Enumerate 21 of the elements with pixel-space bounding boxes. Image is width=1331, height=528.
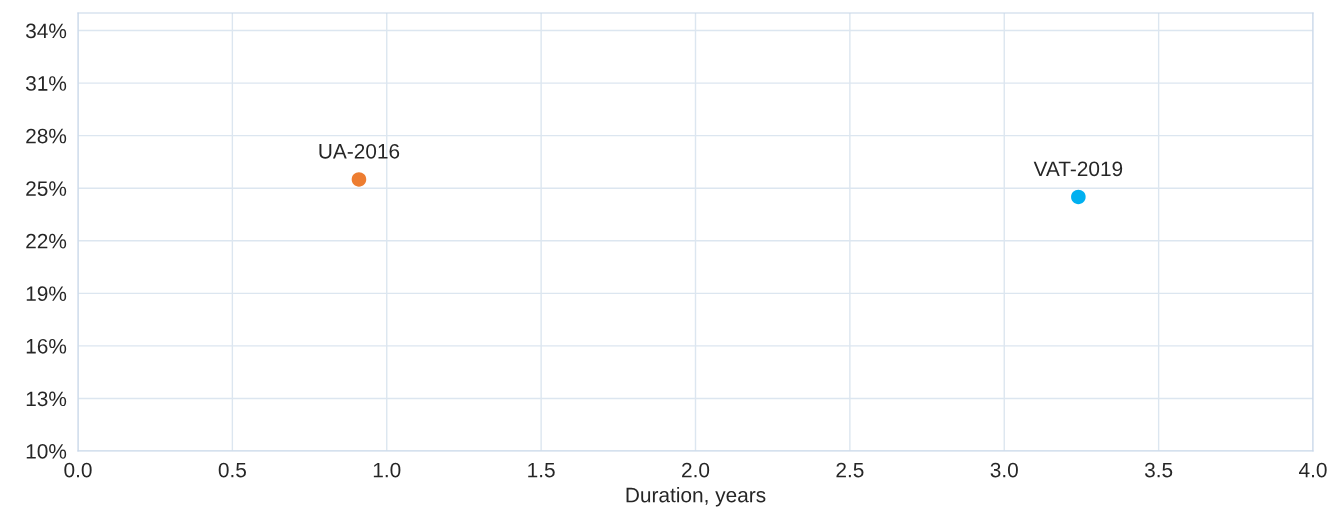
y-tick-label: 28% xyxy=(26,128,67,144)
y-tick-label: 10% xyxy=(26,444,67,459)
y-tick-label: 31% xyxy=(25,76,67,91)
x-tick-label: 3.0 xyxy=(990,462,1018,478)
x-tick-label: 3.5 xyxy=(1144,462,1173,478)
y-tick-label: 22% xyxy=(26,233,67,249)
x-tick-label: 0.0 xyxy=(64,462,92,478)
series-label: VAT-2019 xyxy=(1033,161,1123,177)
x-tick-label: 2.0 xyxy=(682,462,710,478)
x-tick-label: 4.0 xyxy=(1299,462,1327,478)
y-tick-label: 13% xyxy=(26,391,67,407)
y-tick-label: 19% xyxy=(26,286,67,302)
y-tick-label: 16% xyxy=(26,338,67,354)
x-tick-label: 2.5 xyxy=(836,462,864,478)
series-label: UA-2016 xyxy=(319,143,400,159)
y-tick-label: 34% xyxy=(25,23,67,39)
x-axis-title: Duration, years xyxy=(626,487,766,507)
y-tick-label: 25% xyxy=(26,181,67,196)
x-tick-label: 1.5 xyxy=(528,462,555,478)
x-tick-label: 0.5 xyxy=(218,462,246,478)
x-tick-label: 1.0 xyxy=(373,462,401,478)
